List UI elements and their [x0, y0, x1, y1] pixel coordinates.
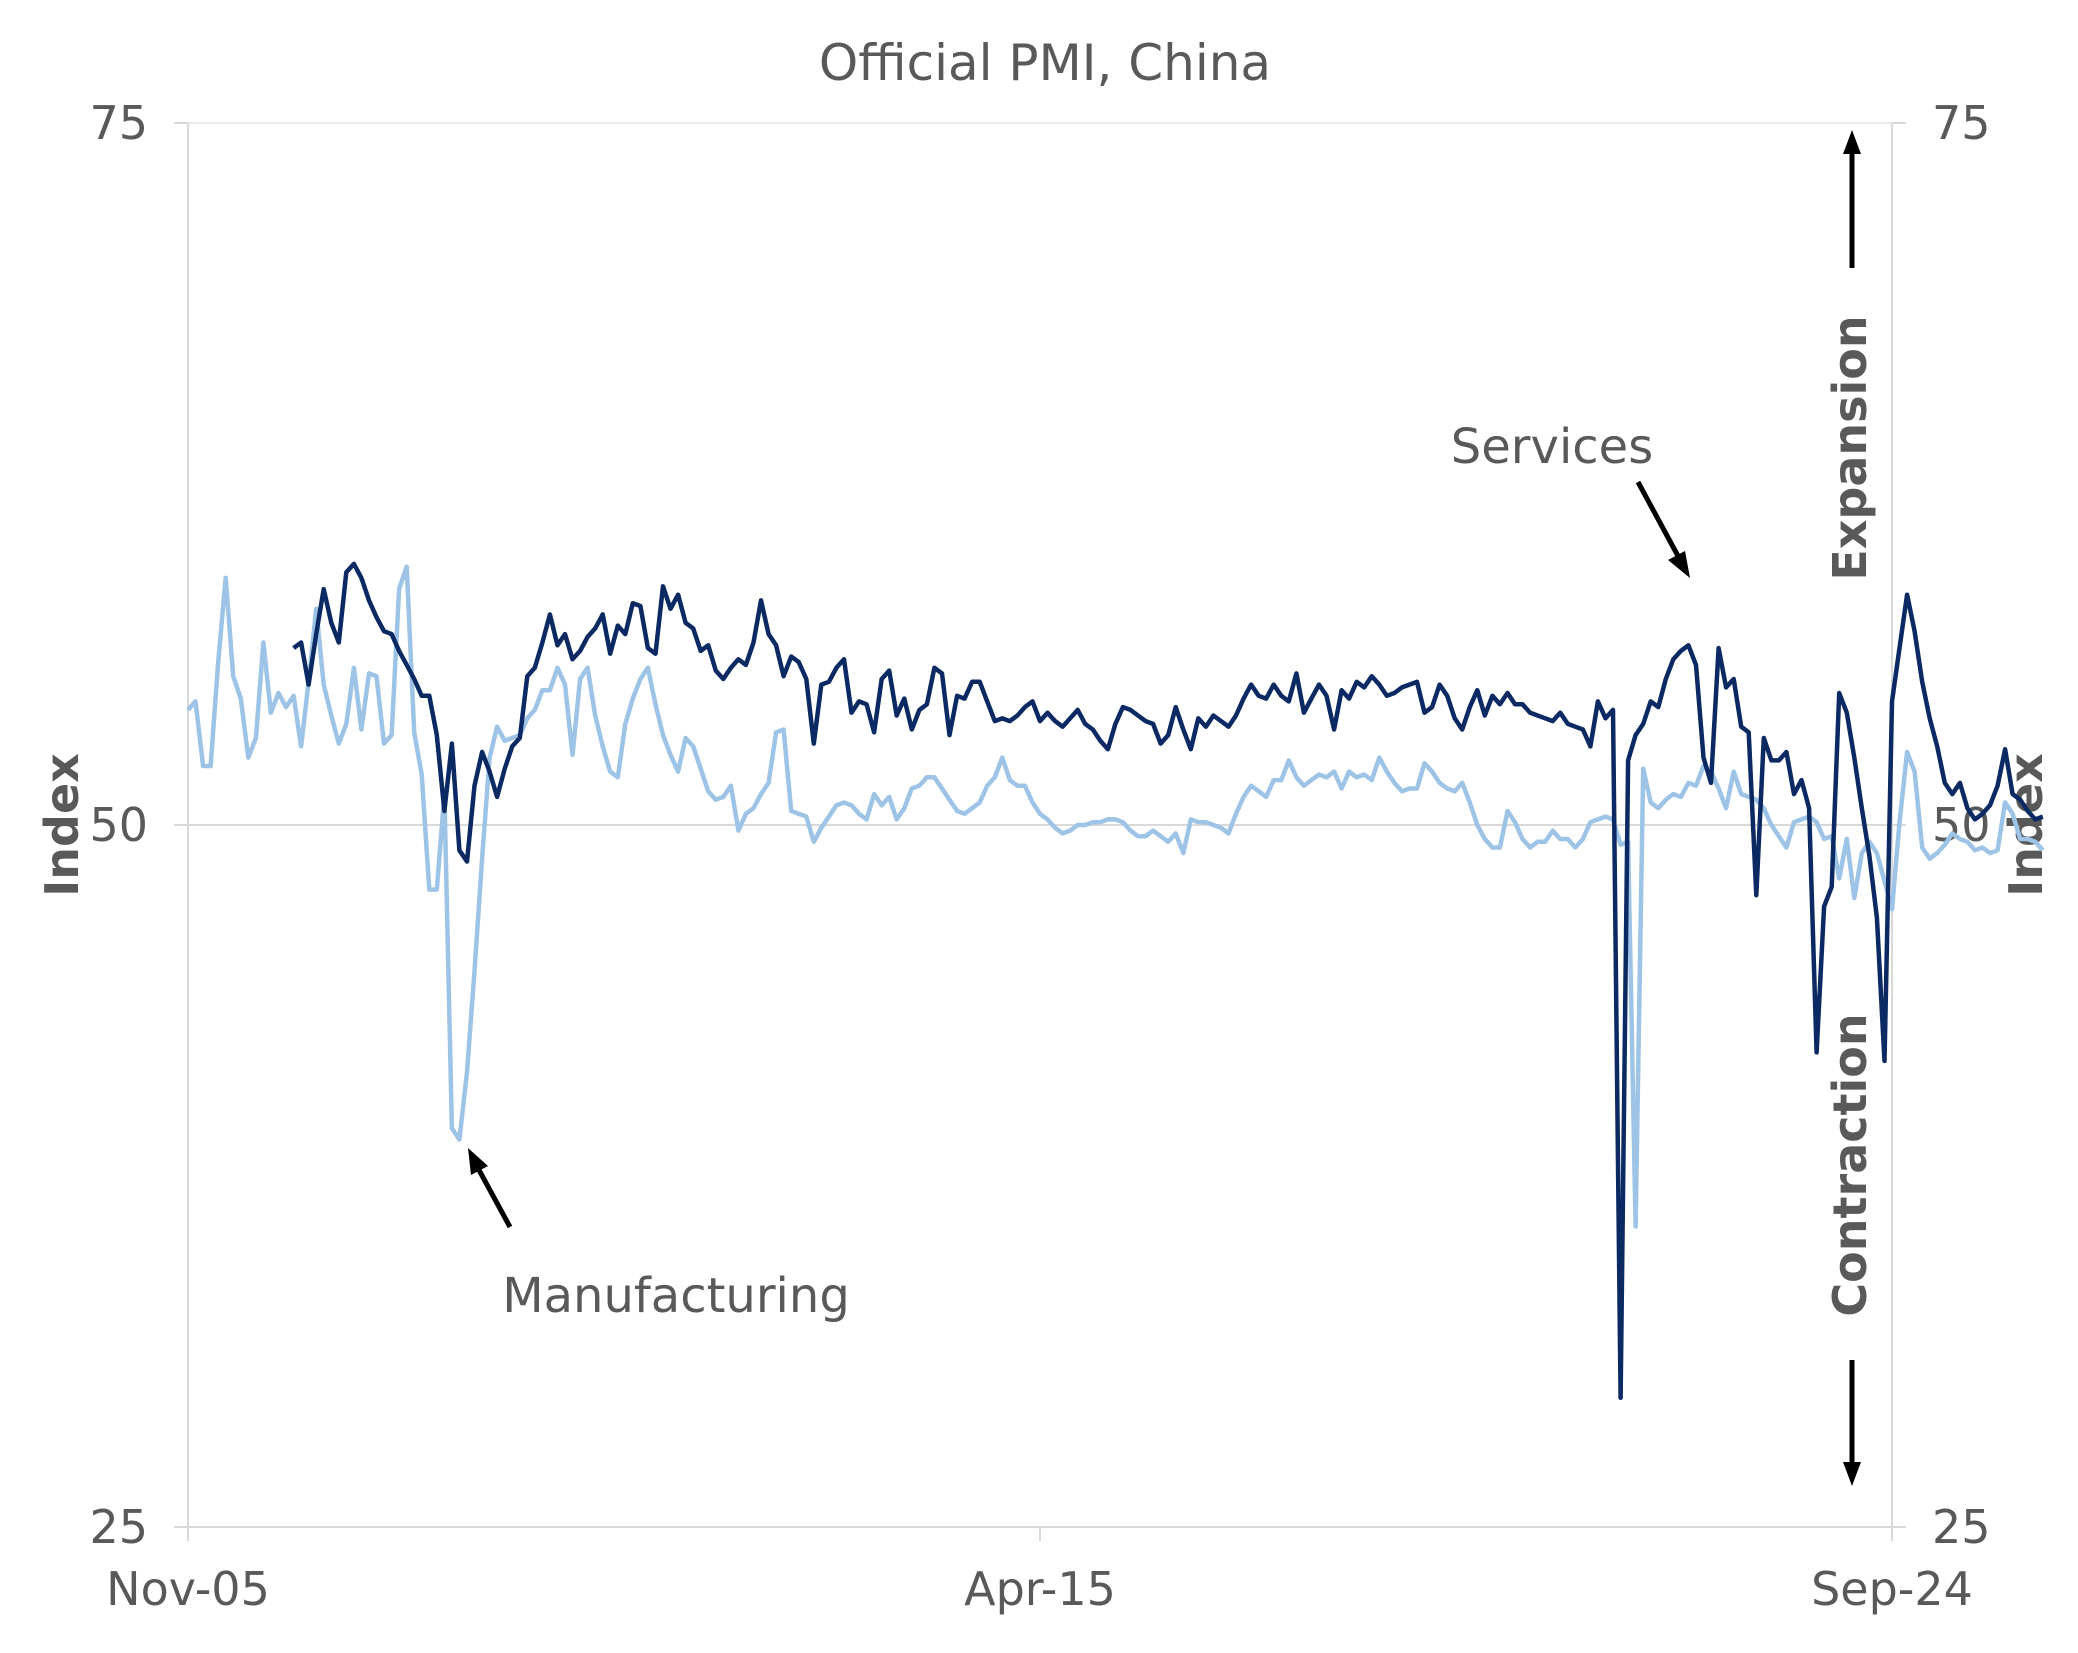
y-tick-label-left-25: 25: [89, 1500, 148, 1554]
contraction-arrow: [1843, 1360, 1861, 1486]
y-tick-label-right-75: 75: [1932, 96, 1991, 150]
y-tick-label-right-25: 25: [1932, 1500, 1991, 1554]
y-tick-label-left-50: 50: [89, 798, 148, 852]
manufacturing-annotation: Manufacturing: [502, 1268, 850, 1324]
services-arrow: [1635, 480, 1690, 578]
y-axis-title-left: Index: [35, 753, 89, 897]
contraction-label: Contraction: [1823, 1013, 1877, 1316]
manufacturing-arrow: [468, 1148, 513, 1229]
manufacturing-series-line: [186, 564, 2045, 1229]
tick-labels: 25 25 50 50 75 75 Nov-05 Apr-15 Sep-24: [89, 96, 1990, 1616]
chart-title: Official PMI, China: [819, 34, 1271, 92]
y-tick-label-right-50: 50: [1932, 798, 1991, 852]
x-tick-label-1: Apr-15: [964, 1562, 1116, 1616]
x-tick-label-0: Nov-05: [106, 1562, 270, 1616]
tick-marks: [174, 122, 1906, 1541]
expansion-arrow: [1843, 130, 1861, 268]
services-series-line: [292, 561, 2044, 1401]
x-tick-label-2: Sep-24: [1811, 1562, 1973, 1616]
y-tick-label-left-75: 75: [89, 96, 148, 150]
expansion-label: Expansion: [1823, 315, 1877, 580]
series-layer: [186, 561, 2045, 1401]
services-annotation: Services: [1451, 419, 1653, 475]
